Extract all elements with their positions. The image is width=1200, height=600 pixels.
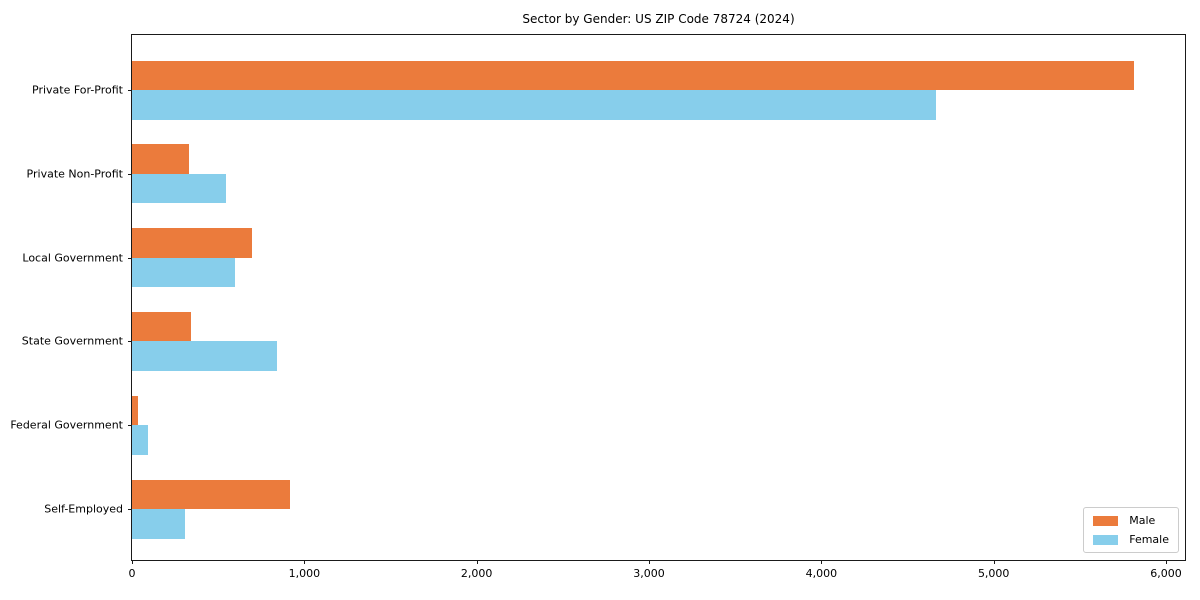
y-tick	[128, 509, 132, 510]
bar-female-2	[132, 257, 236, 288]
bar-female-1	[132, 173, 226, 204]
legend-entry-male: Male	[1093, 514, 1169, 527]
bar-male-2	[132, 228, 252, 258]
legend-swatch-female	[1093, 534, 1119, 545]
bar-male-5	[132, 479, 290, 509]
legend-label: Female	[1129, 533, 1169, 546]
x-tick	[649, 560, 651, 564]
y-tick	[128, 341, 132, 343]
y-tick	[128, 173, 132, 175]
legend-entry-female: Female	[1093, 533, 1169, 546]
legend-label: Male	[1129, 514, 1156, 527]
y-tick-label: Private Non-Profit	[26, 167, 123, 181]
y-tick-label: Federal Government	[10, 418, 123, 432]
x-tick	[1166, 560, 1168, 564]
y-tick-label: Local Government	[22, 251, 123, 265]
bar-male-4	[132, 395, 139, 426]
bar-female-5	[132, 509, 185, 539]
bar-female-4	[132, 425, 149, 455]
y-tick	[128, 90, 132, 91]
x-tick-label: 4,000	[805, 567, 838, 580]
plot-area: Male Female Private For-Profit Private Non…	[10, 34, 1186, 580]
y-tick	[128, 425, 132, 427]
x-tick-label: 1,000	[288, 567, 321, 580]
y-tick-label: State Government	[21, 334, 123, 348]
x-tick-label: 0	[128, 567, 136, 580]
x-tick-label: 3,000	[633, 567, 665, 580]
chart-title: Sector by Gender: US ZIP Code 78724 (202…	[522, 12, 795, 26]
legend-swatch-male	[1093, 515, 1119, 526]
y-tick	[128, 257, 132, 259]
bar-male-3	[132, 311, 191, 342]
x-tick-label: 6,000	[1150, 567, 1182, 580]
bar-female-3	[132, 341, 277, 371]
x-tick	[132, 560, 133, 564]
x-tick-label: 5,000	[977, 567, 1010, 580]
y-tick-label: Self-Employed	[44, 502, 123, 516]
x-tick	[821, 560, 823, 564]
x-tick	[993, 560, 995, 564]
legend: Male Female	[1083, 507, 1179, 553]
bar-female-0	[132, 90, 936, 120]
bar-male-0	[132, 60, 1135, 90]
y-tick-label: Private For-Profit	[32, 83, 123, 97]
x-tick	[304, 560, 306, 564]
x-tick	[476, 560, 478, 564]
bar-male-1	[132, 144, 189, 174]
x-tick-label: 2,000	[460, 567, 493, 580]
